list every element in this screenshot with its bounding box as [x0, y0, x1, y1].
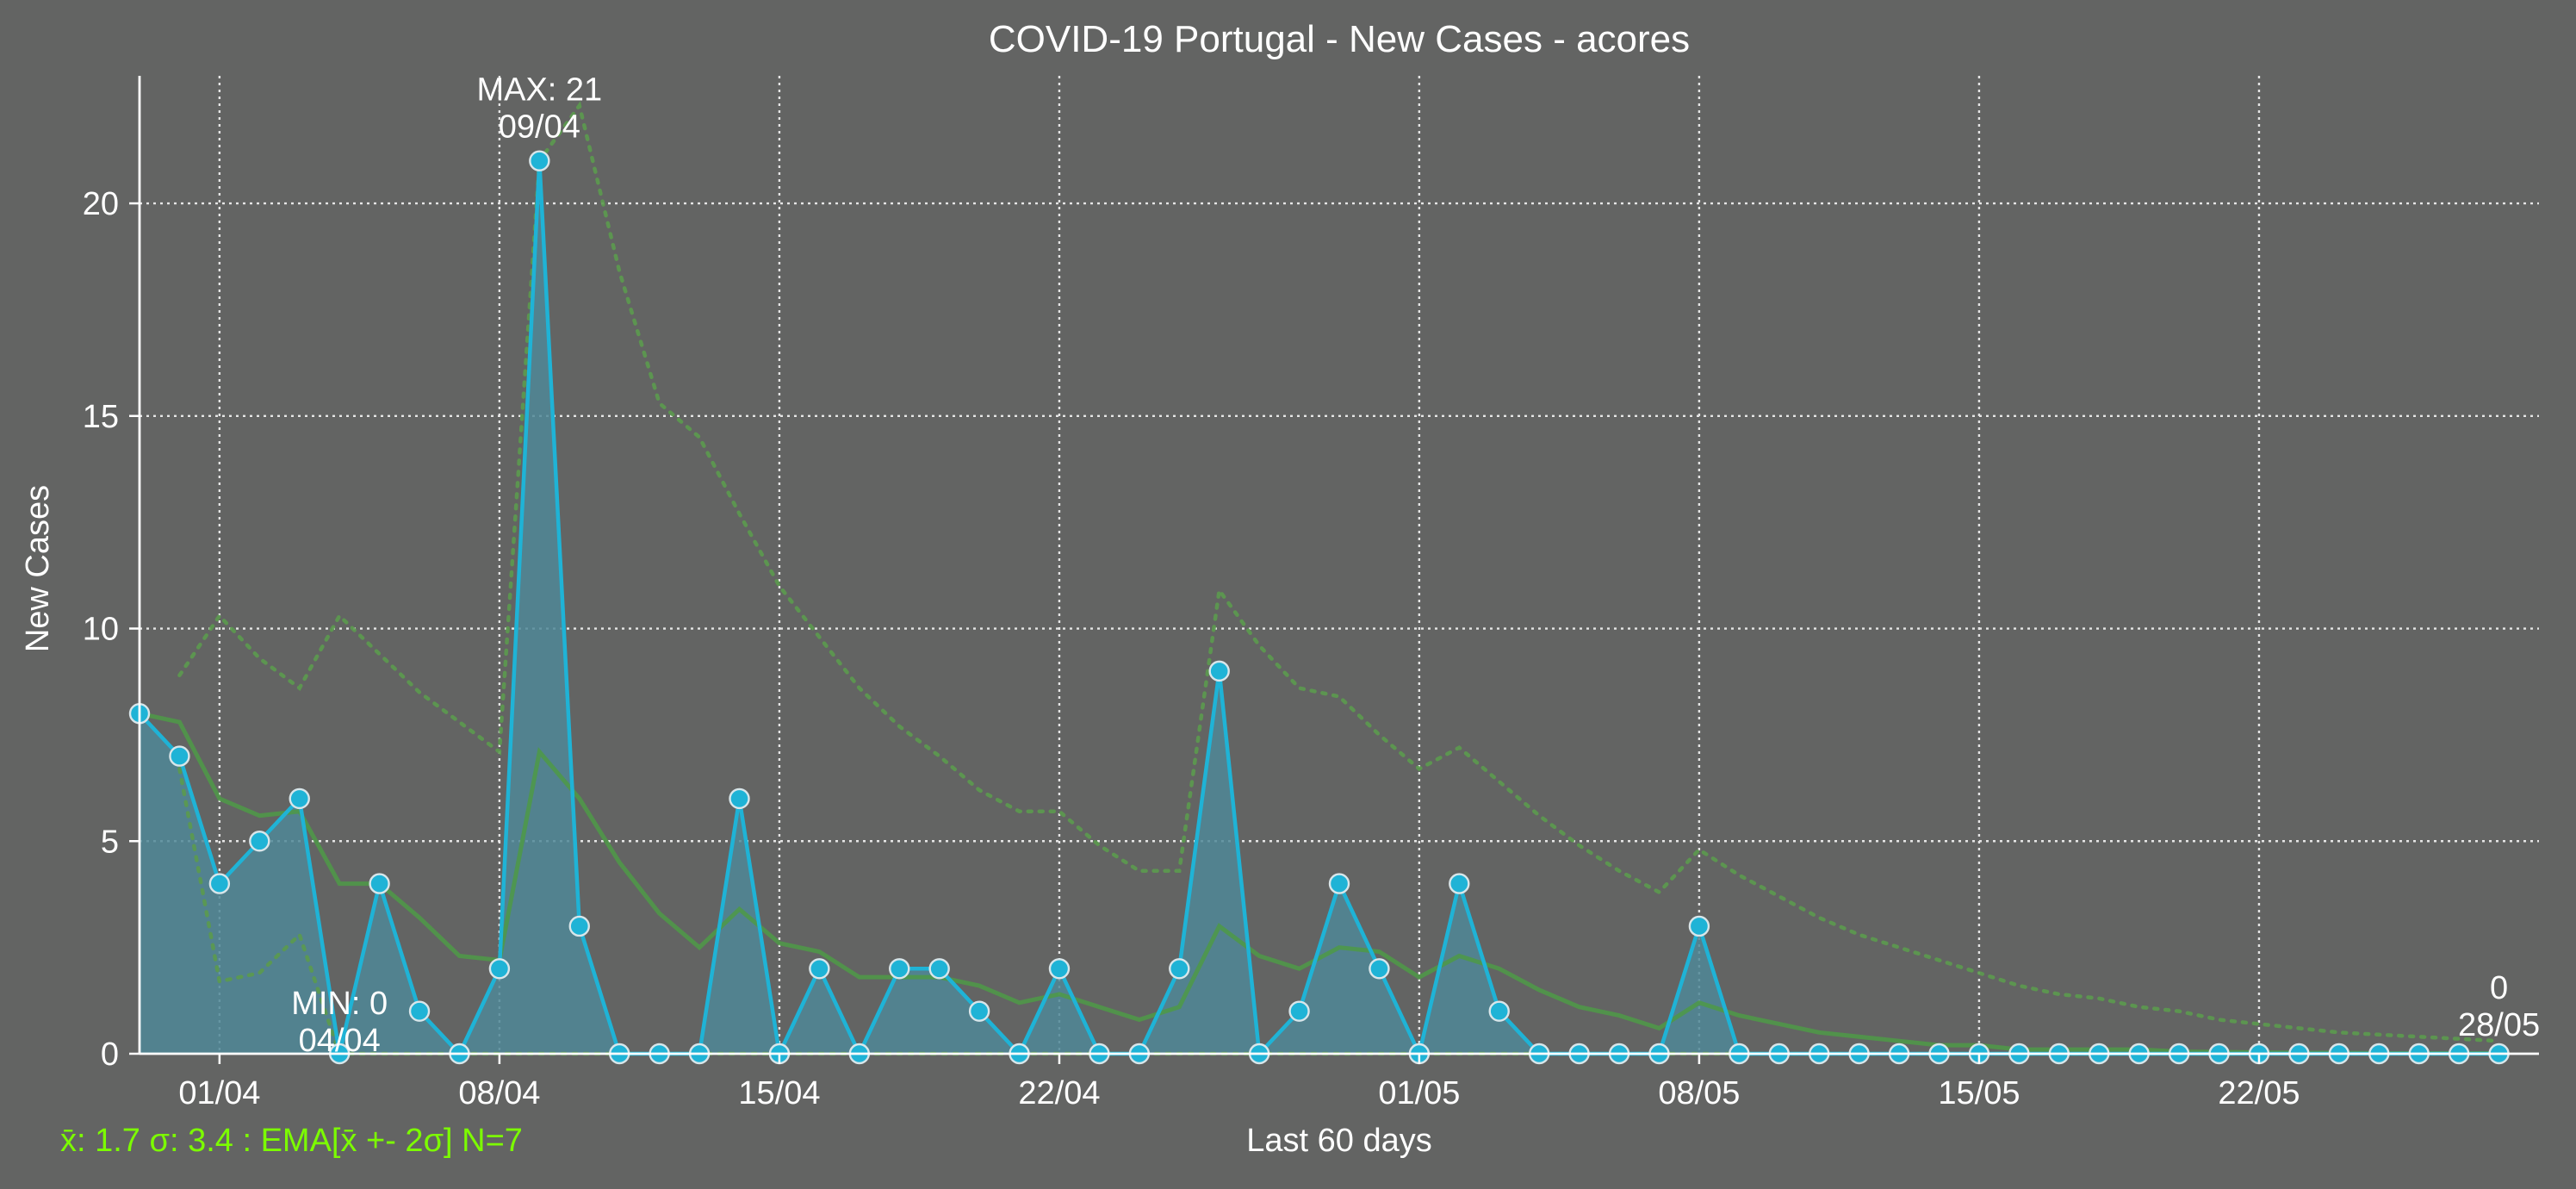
x-tick-label: 15/04 — [738, 1075, 820, 1111]
x-tick-label: 08/05 — [1658, 1075, 1740, 1111]
data-point — [208, 873, 231, 894]
data-point — [1688, 915, 1710, 937]
x-axis-label: Last 60 days — [1246, 1123, 1431, 1159]
data-point — [488, 958, 511, 980]
data-point — [408, 1000, 431, 1022]
y-tick-label: 20 — [83, 186, 119, 222]
data-point — [568, 915, 590, 937]
data-point — [729, 787, 750, 810]
data-point — [1449, 873, 1470, 894]
last-value-label: 0 — [2490, 970, 2508, 1006]
x-tick-label: 22/04 — [1018, 1075, 1100, 1111]
x-tick-label: 08/04 — [458, 1075, 540, 1111]
x-tick-label: 01/05 — [1378, 1075, 1460, 1111]
ema-upper-band — [177, 101, 2501, 1043]
chart-title: COVID-19 Portugal - New Cases - acores — [989, 18, 1690, 60]
axes — [129, 76, 2539, 1064]
data-point — [928, 958, 950, 980]
data-point — [1488, 1000, 1510, 1022]
max-annotation-date: 09/04 — [499, 109, 580, 146]
data-point — [968, 1000, 990, 1022]
series-area — [140, 160, 2499, 1054]
data-point — [1169, 958, 1190, 980]
min-annotation-date: 04/04 — [299, 1023, 381, 1059]
data-point — [1288, 1000, 1310, 1022]
x-tick-label: 01/04 — [178, 1075, 260, 1111]
stats-summary: x̄: 1.7 σ: 3.4 : EMA[x̄ +- 2σ] N=7 — [60, 1123, 523, 1159]
data-point — [1208, 660, 1230, 682]
data-point — [249, 831, 270, 852]
last-value-annotation: 0 28/05 — [2458, 970, 2540, 1043]
data-point — [1048, 958, 1071, 980]
data-point — [369, 873, 390, 894]
series-area-fill — [140, 160, 2499, 1054]
data-point — [1369, 958, 1390, 980]
data-point — [889, 958, 910, 980]
data-point — [529, 150, 550, 171]
x-tick-label: 15/05 — [1938, 1075, 2020, 1111]
last-value-date: 28/05 — [2458, 1007, 2540, 1043]
min-annotation-label: MIN: 0 — [291, 986, 388, 1022]
max-annotation-label: MAX: 21 — [476, 72, 602, 109]
data-point — [169, 745, 190, 767]
data-point — [809, 958, 830, 980]
data-point — [1328, 873, 1350, 894]
tick-labels: 0 5 10 15 20 01/04 08/04 15/04 22/04 01/05 08/05 15… — [83, 186, 2300, 1111]
y-tick-label: 10 — [83, 612, 119, 648]
y-tick-label: 15 — [83, 399, 119, 435]
y-tick-label: 5 — [101, 824, 119, 860]
min-annotation: MIN: 0 04/04 — [291, 986, 388, 1059]
y-tick-label: 0 — [101, 1036, 119, 1073]
y-axis-label: New Cases — [20, 485, 56, 652]
x-tick-label: 22/05 — [2218, 1075, 2300, 1111]
max-annotation: MAX: 21 09/04 — [476, 72, 602, 146]
data-point — [289, 787, 310, 810]
